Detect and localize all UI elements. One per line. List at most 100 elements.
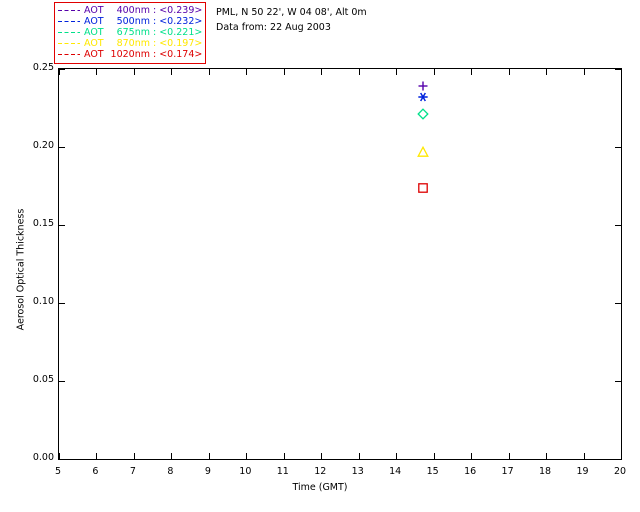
x-axis-tick bbox=[59, 453, 60, 459]
legend-line-sample-icon bbox=[58, 43, 80, 44]
chart-title-line-2: Data from: 22 Aug 2003 bbox=[216, 22, 331, 33]
x-axis-tick-label: 11 bbox=[276, 466, 289, 477]
x-axis-tick-label: 15 bbox=[426, 466, 439, 477]
legend-item-wavelength: 870nm bbox=[116, 38, 150, 49]
legend-line-sample-icon bbox=[58, 54, 80, 55]
x-axis-tick bbox=[321, 453, 323, 459]
x-axis-tick bbox=[396, 453, 398, 459]
y-axis-tick bbox=[59, 303, 65, 304]
y-axis-tick-label: 0.25 bbox=[32, 62, 54, 73]
y-axis-tick-label: 0.10 bbox=[32, 296, 54, 307]
x-axis-tick-label: 20 bbox=[613, 466, 627, 477]
x-axis-tick bbox=[621, 453, 622, 459]
x-axis-tick bbox=[433, 453, 435, 459]
y-axis-tick bbox=[59, 381, 65, 382]
y-axis-tick-label: 0.05 bbox=[32, 374, 54, 385]
x-axis-tick bbox=[471, 69, 473, 75]
legend-item-value: : <0.174> bbox=[153, 49, 203, 60]
x-axis-tick-label: 8 bbox=[167, 466, 174, 477]
x-axis-tick bbox=[283, 453, 285, 459]
x-axis-tick-label: 16 bbox=[464, 466, 477, 477]
x-axis-tick-label: 9 bbox=[204, 466, 211, 477]
legend: AOT 400nm: <0.239> AOT 500nm: <0.232> AOT 675… bbox=[54, 2, 206, 64]
x-axis-tick bbox=[171, 453, 173, 459]
x-axis-tick bbox=[508, 453, 510, 459]
x-axis-tick bbox=[583, 453, 585, 459]
y-axis-tick bbox=[59, 147, 65, 148]
x-axis-tick-label: 12 bbox=[314, 466, 327, 477]
x-axis-tick bbox=[133, 69, 135, 75]
x-axis-tick bbox=[583, 69, 585, 75]
x-axis-tick bbox=[546, 69, 548, 75]
legend-line-sample-icon bbox=[58, 32, 80, 33]
x-axis-tick bbox=[396, 69, 398, 75]
x-axis-tick bbox=[171, 69, 173, 75]
y-axis-tick bbox=[615, 303, 621, 304]
x-axis-tick-label: 19 bbox=[576, 466, 589, 477]
chart-title-line-1: PML, N 50 22', W 04 08', Alt 0m bbox=[216, 7, 367, 18]
legend-line-sample-icon bbox=[58, 21, 80, 22]
legend-item-label: AOT bbox=[84, 16, 104, 27]
data-point-aot-870nm bbox=[415, 144, 431, 160]
legend-item-label: AOT bbox=[84, 27, 104, 38]
x-axis-tick-label: 17 bbox=[501, 466, 514, 477]
x-axis-tick bbox=[133, 453, 135, 459]
legend-item-label: AOT bbox=[84, 5, 104, 16]
legend-item-870nm: AOT 870nm: <0.197> bbox=[57, 38, 205, 49]
data-point-aot-1020nm bbox=[415, 180, 431, 196]
data-point-aot-400nm bbox=[415, 78, 431, 94]
legend-item-400nm: AOT 400nm: <0.239> bbox=[57, 5, 205, 16]
data-point-aot-675nm bbox=[415, 106, 431, 122]
legend-item-value: : <0.197> bbox=[153, 38, 203, 49]
legend-item-wavelength: 400nm bbox=[116, 5, 150, 16]
y-axis-tick bbox=[59, 459, 65, 460]
y-axis-tick bbox=[615, 147, 621, 148]
data-point-aot-500nm bbox=[415, 89, 431, 105]
y-axis-tick bbox=[615, 225, 621, 226]
y-axis-tick bbox=[59, 225, 65, 226]
x-axis-tick bbox=[59, 69, 60, 75]
x-axis-tick bbox=[621, 69, 622, 75]
x-axis-tick bbox=[96, 453, 98, 459]
x-axis-tick bbox=[246, 453, 248, 459]
legend-item-1020nm: AOT 1020nm: <0.174> bbox=[57, 49, 205, 60]
legend-item-label: AOT bbox=[84, 49, 104, 60]
x-axis-tick-label: 10 bbox=[239, 466, 252, 477]
y-axis-title: Aerosol Optical Thickness bbox=[15, 208, 27, 331]
y-axis-tick bbox=[59, 69, 65, 70]
legend-item-wavelength: 675nm bbox=[116, 27, 150, 38]
x-axis-tick bbox=[246, 69, 248, 75]
x-axis-tick-label: 7 bbox=[129, 466, 136, 477]
x-axis-tick bbox=[96, 69, 98, 75]
y-axis-tick-label: 0.15 bbox=[32, 218, 54, 229]
legend-item-wavelength: 1020nm bbox=[110, 49, 150, 60]
y-axis-tick-label: 0.00 bbox=[32, 452, 54, 463]
legend-item-value: : <0.239> bbox=[153, 5, 203, 16]
x-axis-tick bbox=[508, 69, 510, 75]
x-axis-tick bbox=[358, 69, 360, 75]
plot-area bbox=[59, 69, 622, 460]
legend-item-675nm: AOT 675nm: <0.221> bbox=[57, 27, 205, 38]
x-axis-tick bbox=[208, 69, 210, 75]
x-axis-tick-label: 18 bbox=[539, 466, 552, 477]
legend-item-wavelength: 500nm bbox=[116, 16, 150, 27]
legend-item-text: AOT 870nm: <0.197> bbox=[84, 38, 202, 49]
x-axis-tick bbox=[321, 69, 323, 75]
x-axis-tick-label: 6 bbox=[92, 466, 99, 477]
y-axis-tick-label: 0.20 bbox=[32, 140, 54, 151]
legend-item-value: : <0.232> bbox=[153, 16, 203, 27]
x-axis-tick-label: 13 bbox=[351, 466, 364, 477]
x-axis-tick bbox=[358, 453, 360, 459]
x-axis-tick bbox=[433, 69, 435, 75]
y-axis-tick bbox=[615, 459, 621, 460]
x-axis-tick bbox=[471, 453, 473, 459]
y-axis-tick bbox=[615, 69, 621, 70]
x-axis-tick bbox=[283, 69, 285, 75]
x-axis-tick bbox=[208, 453, 210, 459]
chart-title-block: PML, N 50 22', W 04 08', Alt 0m Data fro… bbox=[216, 5, 367, 35]
legend-item-500nm: AOT 500nm: <0.232> bbox=[57, 16, 205, 27]
y-axis-tick bbox=[615, 381, 621, 382]
legend-line-sample-icon bbox=[58, 10, 80, 11]
legend-item-text: AOT 1020nm: <0.174> bbox=[84, 49, 202, 60]
